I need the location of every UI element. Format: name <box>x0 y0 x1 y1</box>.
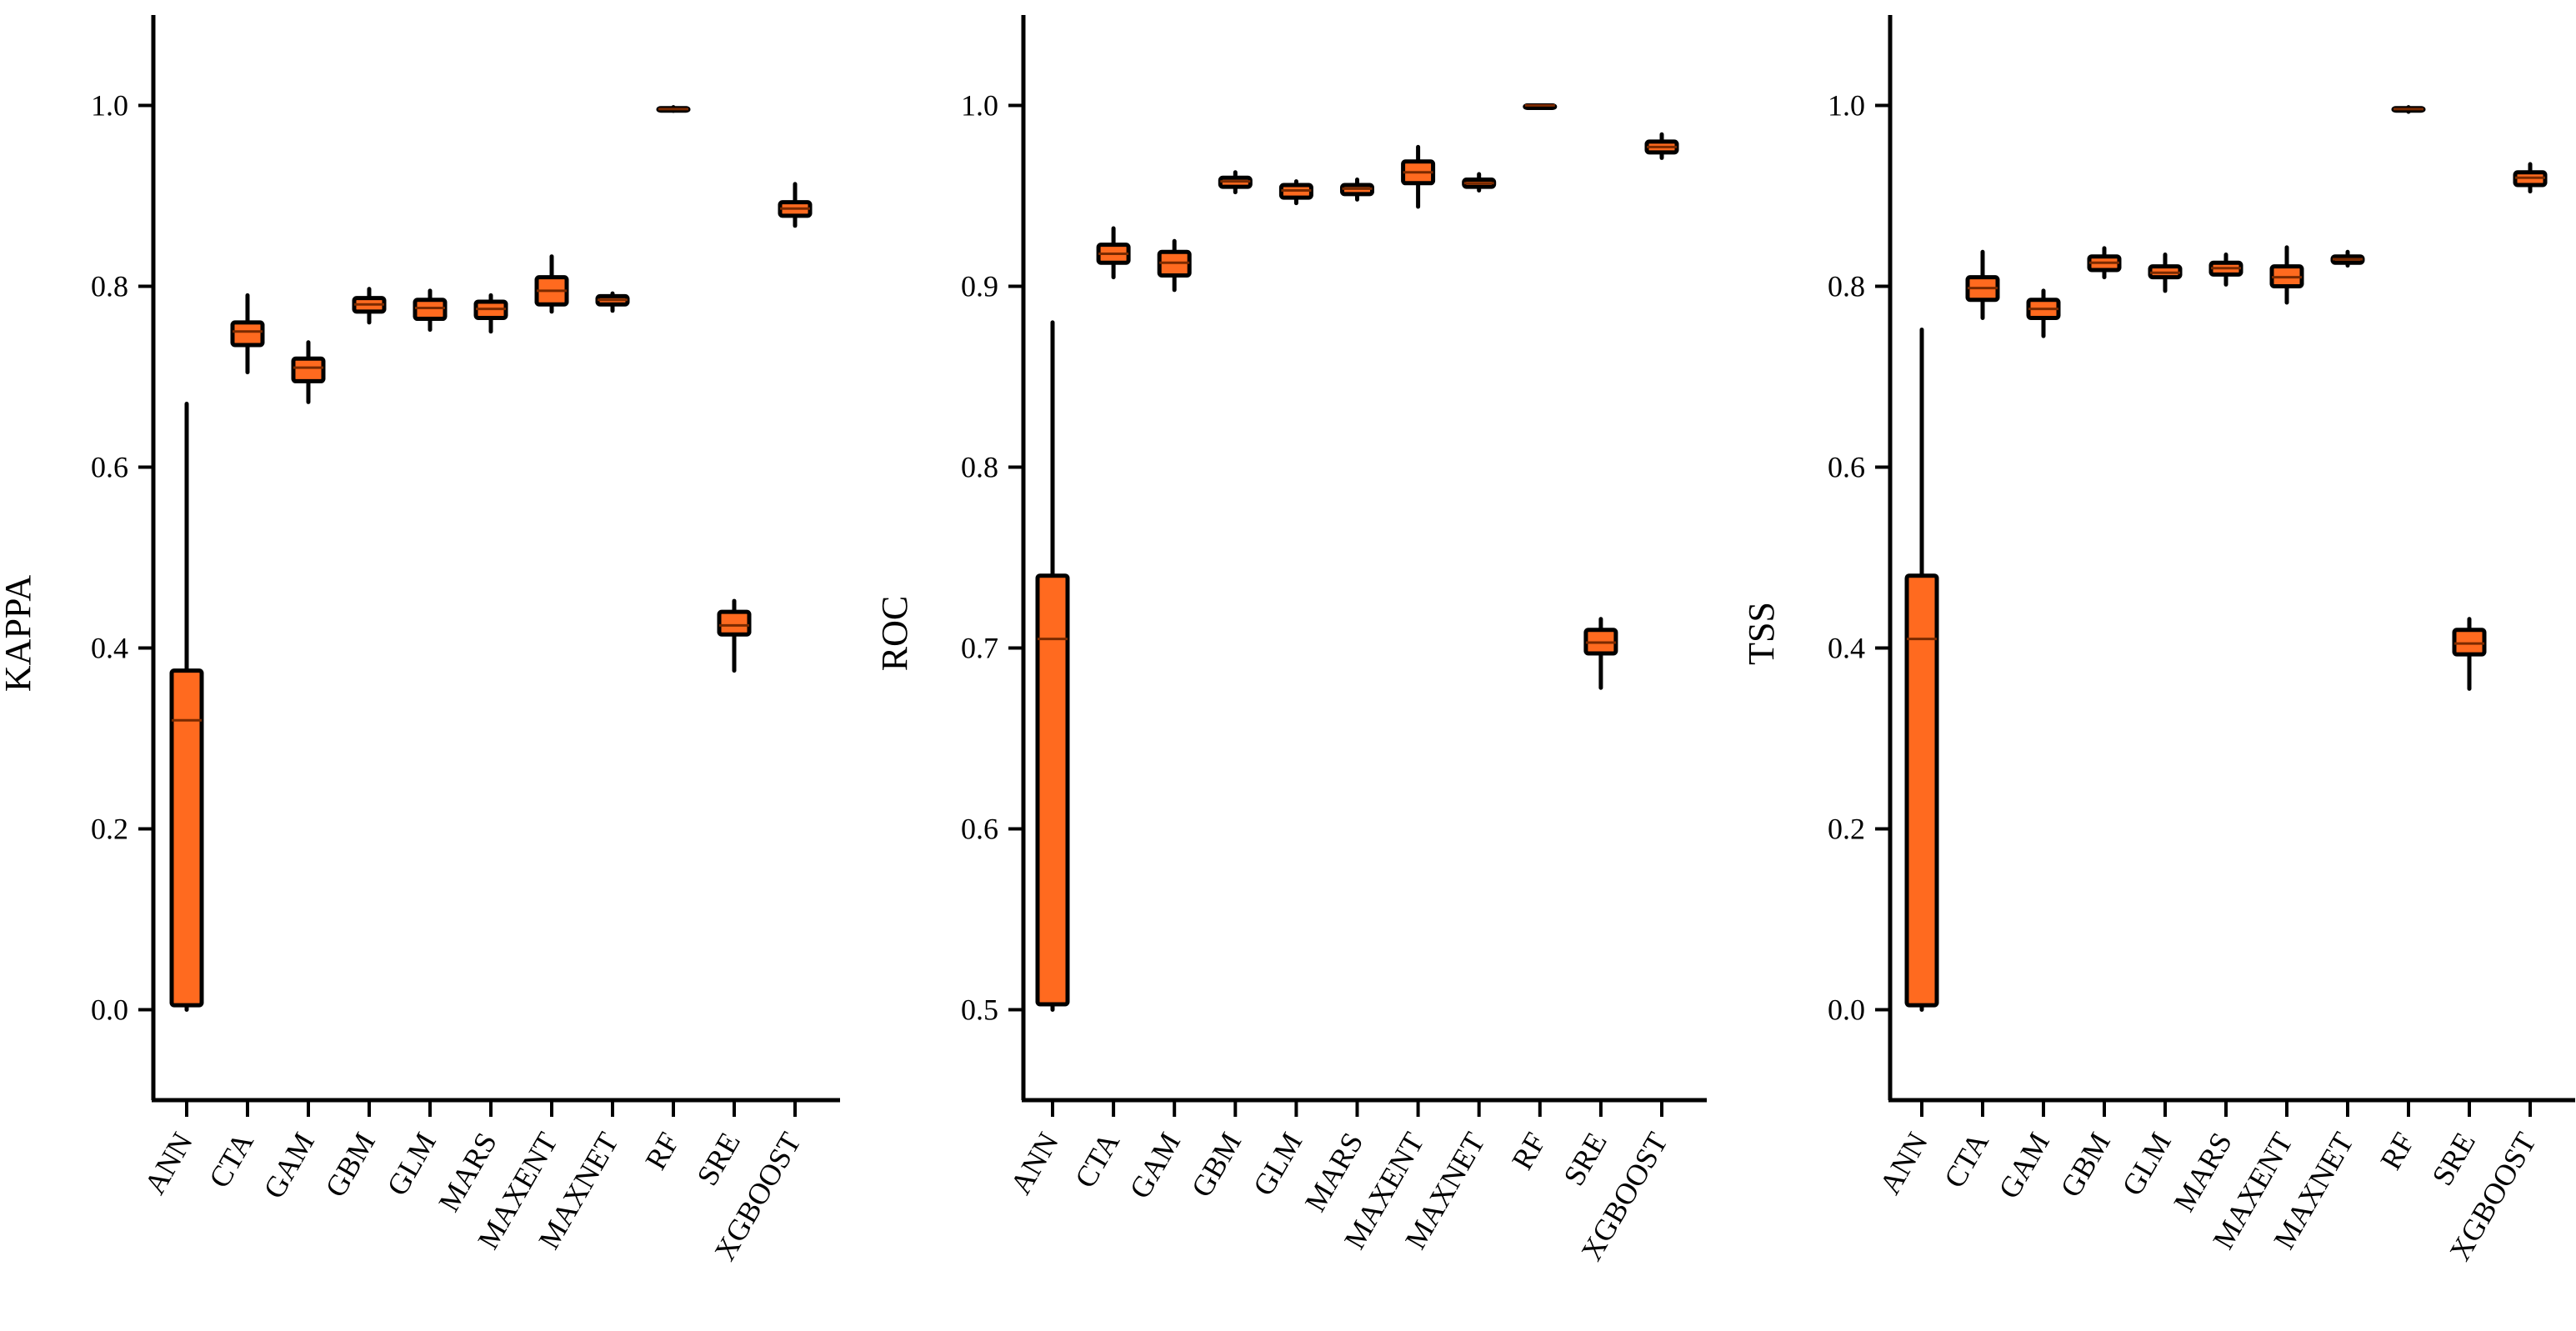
kappa-iqr-box-sre <box>717 609 752 637</box>
roc-category-label-cta: CTA <box>1068 1127 1126 1193</box>
roc-box-sre <box>1583 617 1618 690</box>
roc-category-label-rf: RF <box>1505 1127 1553 1175</box>
kappa-y-tick-label: 0.6 <box>91 451 128 484</box>
tss-y-tick-label: 0.2 <box>1828 813 1865 846</box>
kappa-iqr-box-ann <box>169 668 204 1008</box>
roc-category-label-glm: GLM <box>1247 1127 1309 1201</box>
roc-box-maxnet <box>1462 172 1497 193</box>
roc-category-label-sre: SRE <box>1557 1127 1613 1191</box>
kappa-box-rf <box>656 105 691 113</box>
roc-box-glm <box>1278 179 1313 206</box>
kappa-y-tick-label: 1.0 <box>91 89 128 123</box>
roc-box-cta <box>1096 226 1131 280</box>
kappa-y-tick-label: 0.0 <box>91 993 128 1027</box>
roc-category-label-ann: ANN <box>1003 1127 1065 1200</box>
kappa-y-axis-title: KAPPA <box>0 575 38 692</box>
tss-category-label-cta: CTA <box>1938 1127 1995 1193</box>
tss-y-axis-title: TSS <box>1741 602 1782 665</box>
roc-y-axis-title: ROC <box>874 596 915 671</box>
kappa-category-label-ann: ANN <box>138 1127 199 1200</box>
kappa-iqr-box-gam <box>291 356 326 383</box>
roc-box-maxent <box>1401 144 1436 209</box>
roc-box-gam <box>1157 238 1192 293</box>
tss-category-label-rf: RF <box>2373 1127 2421 1175</box>
roc-box-ann <box>1035 320 1070 1012</box>
kappa-box-ann <box>169 402 204 1012</box>
kappa-category-label-sre: SRE <box>690 1127 747 1191</box>
roc-category-label-gbm: GBM <box>1185 1127 1248 1203</box>
kappa-box-sre <box>717 598 752 673</box>
tss-iqr-box-sre <box>2452 628 2487 657</box>
kappa-iqr-box-cta <box>230 320 265 348</box>
tss-category-label-glm: GLM <box>2115 1127 2178 1201</box>
roc-box-gbm <box>1218 170 1253 195</box>
tss-box-gbm <box>2087 246 2122 280</box>
tss-box-glm <box>2148 253 2183 293</box>
roc-iqr-box-ann <box>1035 573 1070 1007</box>
tss-y-tick-label: 0.8 <box>1828 270 1865 303</box>
roc-box-rf <box>1523 103 1558 110</box>
tss-box-gam <box>2026 288 2061 338</box>
roc-category-label-gam: GAM <box>1123 1127 1187 1204</box>
tss-y-tick-label: 0.4 <box>1828 632 1865 665</box>
roc-y-tick-label: 1.0 <box>961 89 998 123</box>
tss-category-label-gbm: GBM <box>2053 1127 2117 1203</box>
tss-category-label-sre: SRE <box>2425 1127 2482 1191</box>
tss-box-cta <box>1965 249 2000 320</box>
tss-category-label-gam: GAM <box>1992 1127 2056 1204</box>
tss-box-ann <box>1904 328 1939 1012</box>
kappa-box-gam <box>291 340 326 404</box>
kappa-category-label-glm: GLM <box>380 1127 443 1201</box>
roc-box-mars <box>1340 177 1374 202</box>
tss-y-tick-label: 1.0 <box>1828 89 1865 123</box>
roc-y-tick-label: 0.9 <box>961 270 998 303</box>
tss-category-label-ann: ANN <box>1873 1127 1934 1200</box>
kappa-category-label-gbm: GBM <box>318 1127 382 1203</box>
kappa-box-cta <box>230 293 265 375</box>
tss-iqr-box-ann <box>1904 573 1939 1008</box>
kappa-box-gbm <box>352 287 387 325</box>
tss-box-maxent <box>2269 245 2304 305</box>
roc-y-tick-label: 0.5 <box>961 993 998 1027</box>
kappa-box-maxnet <box>595 291 630 313</box>
tss-y-tick-label: 0.0 <box>1828 993 1865 1027</box>
kappa-category-label-cta: CTA <box>203 1127 260 1193</box>
tss-box-sre <box>2452 617 2487 691</box>
kappa-category-label-gam: GAM <box>257 1127 321 1204</box>
roc-y-tick-label: 0.7 <box>961 632 998 665</box>
kappa-box-glm <box>413 288 448 333</box>
tss-box-rf <box>2391 105 2426 114</box>
tss-box-maxnet <box>2330 249 2365 268</box>
tss-y-tick-label: 0.6 <box>1828 451 1865 484</box>
kappa-category-label-rf: RF <box>638 1127 686 1175</box>
kappa-box-xgboost <box>778 182 813 228</box>
tss-box-xgboost <box>2513 162 2548 194</box>
kappa-y-tick-label: 0.4 <box>91 632 128 665</box>
kappa-iqr-box-glm <box>413 298 448 322</box>
tss-box-mars <box>2208 253 2243 287</box>
kappa-box-maxent <box>534 254 569 314</box>
kappa-y-tick-label: 0.8 <box>91 270 128 303</box>
kappa-y-tick-label: 0.2 <box>91 813 128 846</box>
kappa-box-mars <box>473 293 508 334</box>
roc-y-tick-label: 0.8 <box>961 451 998 484</box>
roc-y-tick-label: 0.6 <box>961 813 998 846</box>
roc-box-xgboost <box>1644 132 1679 160</box>
